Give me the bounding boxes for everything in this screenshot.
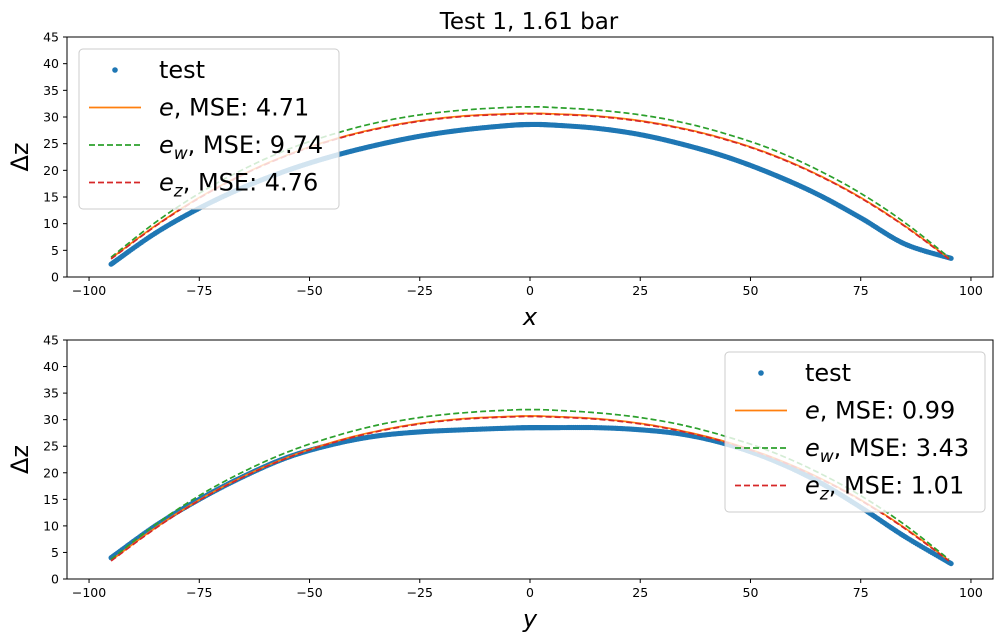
- legend: test e, MSE: 0.99 ew, MSE: 3.43 ez, MSE: 1.…: [724, 351, 986, 513]
- legend-label: e, MSE: 4.71: [159, 94, 309, 122]
- legend-marker: [112, 67, 118, 73]
- x-tick-label: 75: [853, 283, 869, 298]
- y-tick-label: 30: [43, 412, 59, 427]
- x-tick-label: 50: [743, 585, 759, 600]
- legend-box: [78, 48, 340, 210]
- x-tick-label: 100: [959, 283, 983, 298]
- legend-item: ew, MSE: 3.43: [735, 434, 969, 467]
- y-tick-label: 0: [51, 270, 59, 285]
- legend-label: test: [805, 359, 851, 387]
- legend-box: [724, 351, 986, 513]
- x-tick-label: 50: [743, 283, 759, 298]
- legend: test e, MSE: 4.71 ew, MSE: 9.74 ez, MSE: 4.…: [78, 48, 340, 210]
- y-tick-label: 20: [43, 163, 59, 178]
- y-tick-label: 10: [43, 518, 59, 533]
- legend-item: test: [112, 56, 205, 84]
- x-tick-label: 0: [526, 283, 534, 298]
- y-axis-label: Δz: [6, 445, 34, 474]
- y-tick-label: 5: [51, 545, 59, 560]
- data-point: [948, 560, 954, 567]
- legend-label: e, MSE: 0.99: [805, 397, 955, 425]
- legend-item: e, MSE: 0.99: [735, 397, 955, 425]
- x-tick-label: −50: [296, 585, 322, 600]
- data-point: [948, 255, 954, 261]
- legend-item: ew, MSE: 9.74: [89, 131, 323, 164]
- legend-item: ez, MSE: 1.01: [735, 472, 964, 505]
- x-tick-label: −50: [296, 283, 322, 298]
- x-tick-label: 25: [632, 283, 648, 298]
- y-tick-label: 15: [43, 190, 59, 205]
- legend-label: ew, MSE: 9.74: [159, 131, 323, 164]
- y-tick-label: 25: [43, 136, 59, 151]
- x-tick-label: −25: [407, 283, 433, 298]
- subplots: −100 −75 −50 −25 0 25 50 75 10005101520253035404…: [6, 30, 994, 633]
- x-tick-label: −100: [72, 585, 106, 600]
- y-tick-label: 0: [51, 572, 59, 587]
- legend-label: test: [159, 56, 205, 84]
- y-tick-label: 30: [43, 110, 59, 125]
- x-tick-label: 75: [853, 585, 869, 600]
- x-axis-label: x: [522, 303, 538, 331]
- x-tick-label: 25: [632, 585, 648, 600]
- legend-label: ez, MSE: 4.76: [159, 169, 318, 202]
- legend-item: test: [758, 359, 851, 387]
- x-tick-label: −75: [186, 283, 212, 298]
- y-tick-label: 15: [43, 492, 59, 507]
- subplot-1: −100 −75 −50 −25 0 25 50 75 100 0 5 10 15 20 25 30 35 40 4…: [6, 30, 994, 331]
- legend-label: ez, MSE: 1.01: [805, 472, 964, 505]
- y-tick-label: 40: [43, 56, 59, 71]
- y-tick-label: 10: [43, 216, 59, 231]
- x-tick-label: 0: [526, 585, 534, 600]
- chart-title: Test 1, 1.61 bar: [439, 9, 619, 35]
- y-tick-label: 45: [43, 333, 59, 348]
- legend-marker: [758, 370, 764, 376]
- legend-item: e, MSE: 4.71: [89, 94, 309, 122]
- legend-item: ez, MSE: 4.76: [89, 169, 318, 202]
- x-tick-label: −100: [72, 283, 106, 298]
- y-tick-label: 45: [43, 30, 59, 45]
- y-tick-label: 5: [51, 243, 59, 258]
- x-tick-label: 100: [959, 585, 983, 600]
- y-tick-label: 40: [43, 359, 59, 374]
- y-tick-label: 25: [43, 439, 59, 454]
- y-tick-label: 20: [43, 465, 59, 480]
- x-axis-label: y: [522, 605, 538, 633]
- legend-label: ew, MSE: 3.43: [805, 434, 969, 467]
- x-tick-label: −75: [186, 585, 212, 600]
- x-tick-label: −25: [407, 585, 433, 600]
- y-tick-label: 35: [43, 83, 59, 98]
- subplot-2: −100 −75 −50 −25 0 25 50 75 100 0 5 10 15 20 25 30 35 40 4…: [6, 333, 994, 633]
- y-tick-label: 35: [43, 386, 59, 401]
- y-axis-label: Δz: [6, 142, 34, 171]
